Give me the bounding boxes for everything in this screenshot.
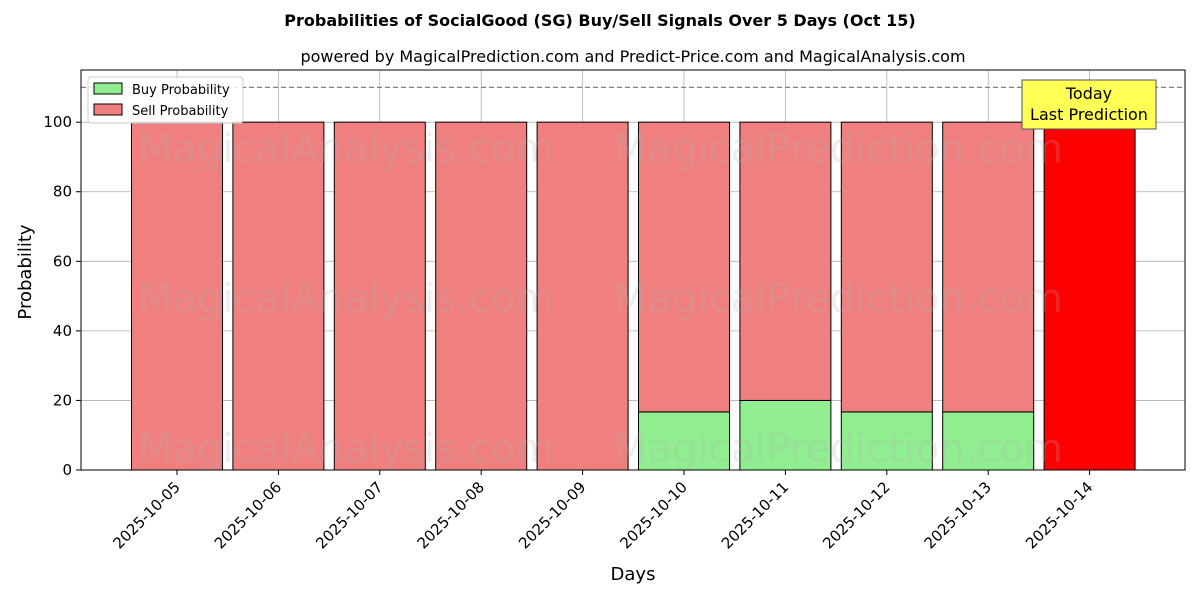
legend-label-buy: Buy Probability	[132, 83, 230, 98]
watermark-text: MagicalAnalysis.com	[138, 126, 554, 172]
x-tick-label: 2025-10-07	[312, 478, 386, 552]
y-axis-label: Probability	[15, 224, 36, 319]
y-tick-label: 100	[43, 113, 72, 131]
x-axis-label: Days	[611, 564, 656, 585]
x-tick-label: 2025-10-14	[1022, 478, 1096, 552]
y-tick-label: 20	[53, 391, 72, 409]
watermarks: MagicalAnalysis.com MagicalPrediction.com…	[138, 126, 1063, 472]
x-tick-label: 2025-10-08	[414, 478, 488, 552]
legend-swatch-sell	[93, 103, 123, 116]
x-tick-label: 2025-10-09	[515, 478, 589, 552]
bar-sell-2025-10-11	[739, 121, 832, 401]
bars	[131, 121, 1136, 471]
watermark-text: MagicalPrediction.com	[613, 276, 1063, 322]
plot-frame	[80, 69, 1186, 471]
legend-label-sell: Sell Probability	[132, 104, 229, 119]
bar-buy-2025-10-12	[840, 411, 933, 471]
annotation-line-2: Last Prediction	[1030, 105, 1148, 124]
y-axis-ticks: 0 20 40 60 80 100	[43, 113, 81, 479]
bar-sell-2025-10-09	[536, 121, 629, 471]
y-tick-label: 0	[62, 461, 72, 479]
bar-sell-2025-10-14	[1043, 121, 1136, 471]
x-tick-label: 2025-10-10	[616, 478, 690, 552]
x-tick-label: 2025-10-13	[921, 478, 995, 552]
y-tick-label: 60	[53, 252, 72, 270]
legend-swatch-buy	[93, 82, 123, 95]
watermark-text: MagicalAnalysis.com	[138, 426, 554, 472]
annotation-box	[1021, 79, 1157, 130]
x-tick-label: 2025-10-05	[109, 478, 183, 552]
bar-sell-2025-10-08	[435, 121, 528, 471]
today-annotation: Today Last Prediction	[1021, 79, 1157, 130]
watermark-text: MagicalAnalysis.com	[138, 276, 554, 322]
x-tick-label: 2025-10-06	[211, 478, 285, 552]
bar-sell-2025-10-13	[942, 121, 1035, 413]
bar-sell-2025-10-10	[638, 121, 730, 413]
x-tick-label: 2025-10-12	[819, 478, 893, 552]
chart-title: Probabilities of SocialGood (SG) Buy/Sel…	[284, 11, 915, 30]
bar-buy-2025-10-13	[942, 411, 1035, 471]
legend-box	[87, 76, 244, 124]
watermark-text: MagicalPrediction.com	[613, 126, 1063, 172]
bar-sell-2025-10-05	[131, 121, 223, 471]
y-tick-label: 80	[53, 183, 72, 201]
legend: Buy Probability Sell Probability	[87, 76, 244, 124]
y-tick-label: 40	[53, 322, 72, 340]
annotation-line-1: Today	[1065, 84, 1112, 103]
bar-sell-2025-10-12	[840, 121, 933, 413]
x-tick-label: 2025-10-11	[718, 478, 792, 552]
x-axis-ticks: 2025-10-05 2025-10-06 2025-10-07 2025-10-08…	[109, 470, 1096, 552]
watermark-text: MagicalPrediction.com	[613, 426, 1063, 472]
chart-subtitle: powered by MagicalPrediction.com and Pre…	[300, 47, 965, 66]
bar-buy-2025-10-10	[638, 411, 730, 471]
